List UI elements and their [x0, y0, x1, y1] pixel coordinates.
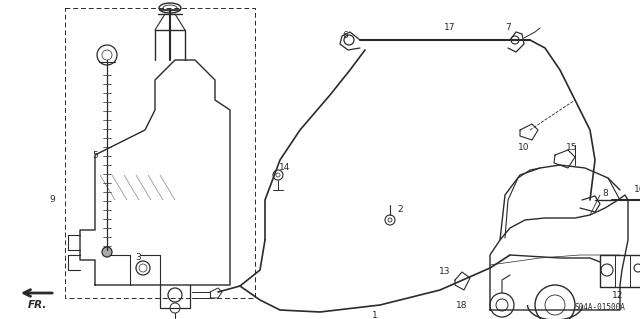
- Text: 13: 13: [439, 268, 451, 277]
- Text: 14: 14: [279, 164, 291, 173]
- Text: 12: 12: [612, 291, 624, 300]
- Text: 16: 16: [634, 186, 640, 195]
- Text: 17: 17: [444, 24, 456, 33]
- Text: FR.: FR.: [28, 300, 47, 310]
- Text: 5: 5: [92, 151, 98, 160]
- Text: 18: 18: [456, 300, 468, 309]
- Text: 7: 7: [505, 24, 511, 33]
- Text: 10: 10: [518, 143, 530, 152]
- Text: 9: 9: [49, 196, 55, 204]
- Text: 15: 15: [566, 144, 578, 152]
- Text: 6: 6: [342, 32, 348, 41]
- Circle shape: [102, 247, 112, 257]
- Text: S04A-01500A: S04A-01500A: [574, 303, 625, 312]
- Text: 8: 8: [602, 189, 608, 197]
- Bar: [600, 255, 640, 287]
- Text: 1: 1: [372, 310, 378, 319]
- Text: 3: 3: [135, 254, 141, 263]
- Bar: [65, 8, 255, 298]
- Text: 2: 2: [397, 205, 403, 214]
